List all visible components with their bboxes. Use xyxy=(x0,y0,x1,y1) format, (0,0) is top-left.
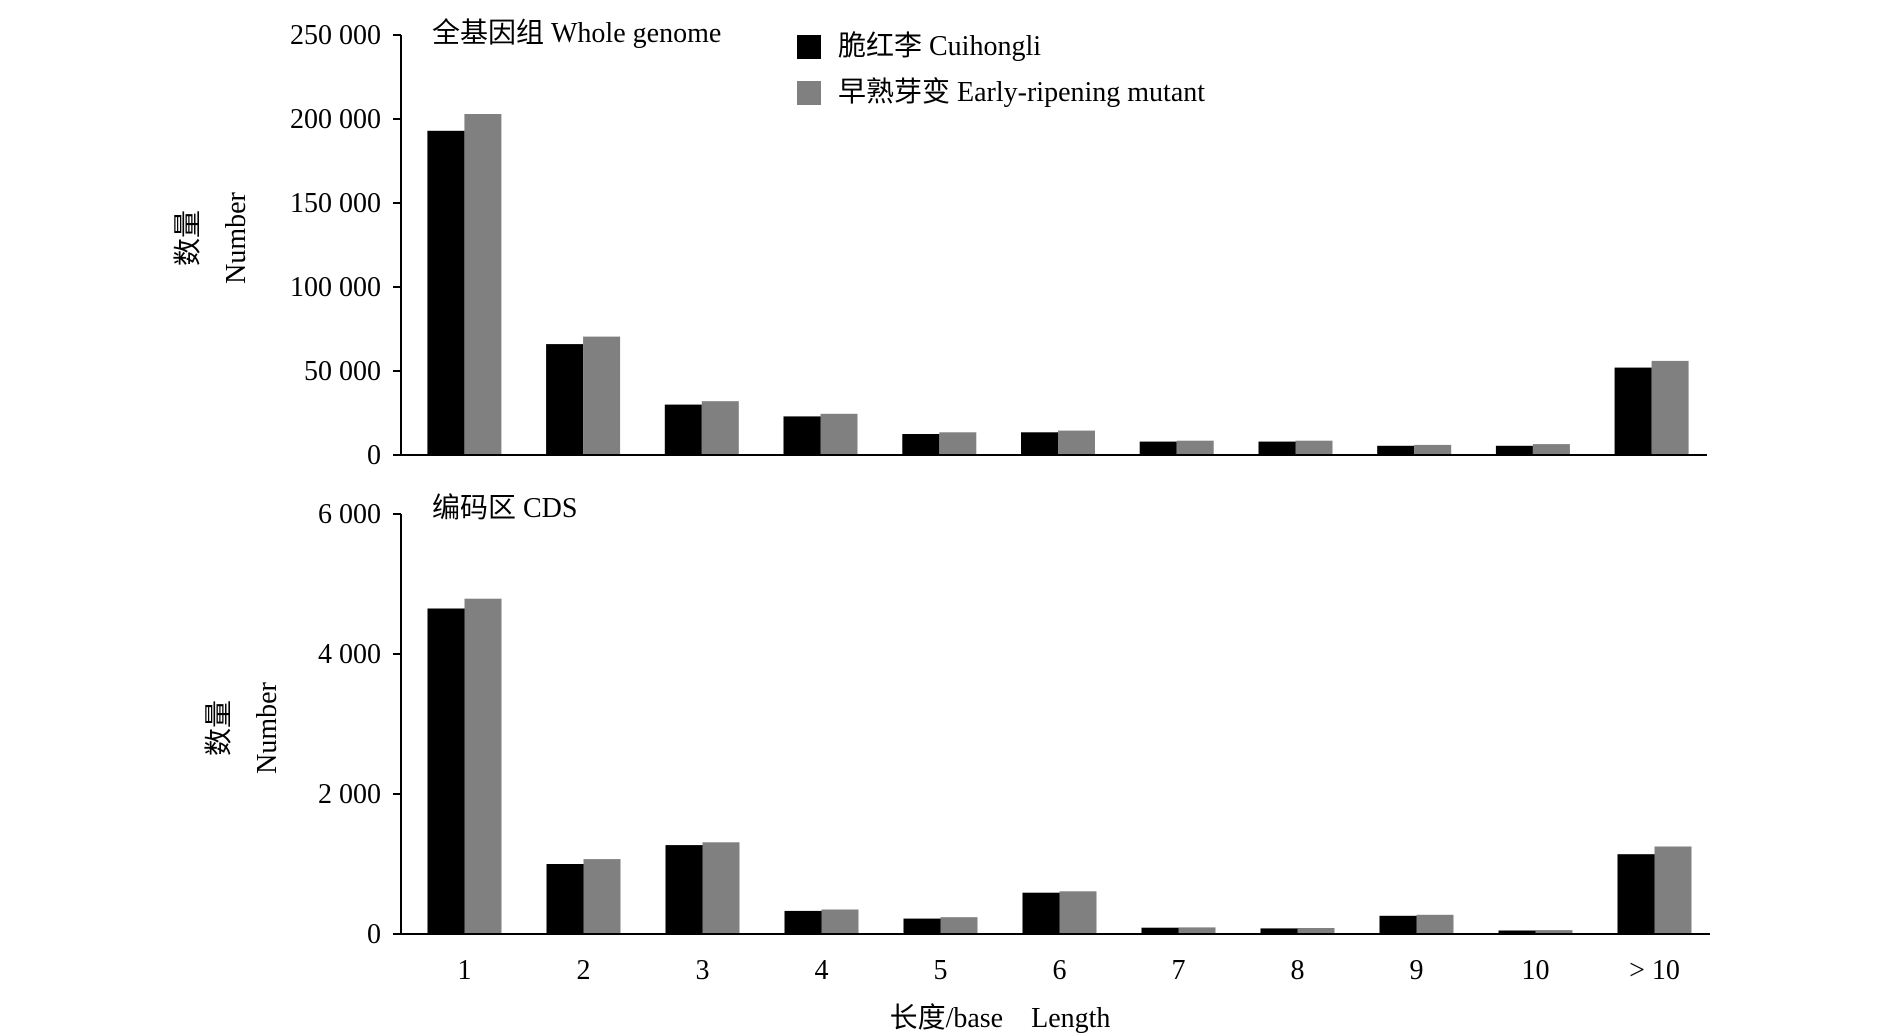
y-ticks-cds: 0 2 000 4 000 6 000 xyxy=(318,499,401,950)
bar-mutant-6 xyxy=(1178,927,1216,934)
bar-cuihongli-3 xyxy=(784,910,822,934)
x-tick-label: 3 xyxy=(696,955,710,986)
bar-mutant-1 xyxy=(583,336,621,455)
bar-mutant-0 xyxy=(464,598,502,934)
bar-mutant-9 xyxy=(1535,930,1573,934)
panel-title-cds: 编码区 CDS xyxy=(432,492,577,524)
bar-cuihongli-3 xyxy=(783,416,821,455)
bars-whole-genome xyxy=(427,114,1689,456)
bar-mutant-10 xyxy=(1654,846,1692,934)
legend-label-cuihongli: 脆红李 Cuihongli xyxy=(838,30,1041,62)
panel-cds: 0 2 000 4 000 6 000 1 2 3 4 5 6 7 8 9 10 > 10 编码区 CDS… xyxy=(203,492,1710,986)
y-tick-label: 0 xyxy=(367,919,381,950)
x-tick-label: 1 xyxy=(458,955,472,986)
legend-label-mutant: 早熟芽变 Early-ripening mutant xyxy=(838,76,1205,108)
x-tick-label: 5 xyxy=(934,955,948,986)
y-tick-label: 150 000 xyxy=(290,188,381,219)
bar-mutant-4 xyxy=(939,432,977,455)
bar-mutant-6 xyxy=(1176,440,1214,455)
y-ticks-whole-genome: 0 50 000 100 000 150 000 200 000 250 000 xyxy=(290,20,401,471)
y-tick-label: 50 000 xyxy=(304,356,381,387)
x-tick-label: 7 xyxy=(1172,955,1186,986)
bar-cuihongli-1 xyxy=(546,344,584,455)
legend-swatch-cuihongli xyxy=(797,35,821,59)
x-tick-label: > 10 xyxy=(1629,955,1680,986)
bar-mutant-5 xyxy=(1058,430,1095,455)
bar-cuihongli-7 xyxy=(1260,928,1298,934)
x-tick-label: 2 xyxy=(577,955,591,986)
x-axis-label: 长度/base Length xyxy=(890,1002,1111,1034)
bars-cds xyxy=(427,598,1692,935)
bar-cuihongli-1 xyxy=(546,864,584,934)
bar-mutant-9 xyxy=(1532,444,1570,455)
y-axis-label-cn: 数量 xyxy=(203,700,235,756)
bar-cuihongli-7 xyxy=(1258,441,1296,455)
x-tick-label: 9 xyxy=(1410,955,1424,986)
bar-mutant-2 xyxy=(701,401,739,455)
bar-mutant-8 xyxy=(1414,444,1452,455)
bar-mutant-7 xyxy=(1295,440,1333,455)
y-tick-label: 4 000 xyxy=(318,639,381,670)
bar-mutant-10 xyxy=(1651,360,1689,455)
y-axis-label-en: Number xyxy=(221,191,252,283)
bar-mutant-7 xyxy=(1297,928,1335,934)
bar-cuihongli-8 xyxy=(1379,915,1417,934)
panel-title-whole-genome: 全基因组 Whole genome xyxy=(432,17,721,49)
x-tick-label: 4 xyxy=(815,955,829,986)
legend-swatch-mutant xyxy=(797,81,821,105)
bar-cuihongli-9 xyxy=(1495,445,1533,455)
y-axis-label-cn: 数量 xyxy=(172,210,204,266)
bar-cuihongli-4 xyxy=(903,918,941,934)
y-tick-label: 0 xyxy=(367,440,381,471)
bar-cuihongli-10 xyxy=(1614,367,1652,455)
x-ticks-cds: 1 2 3 4 5 6 7 8 9 10 > 10 xyxy=(458,955,1680,986)
bar-mutant-8 xyxy=(1416,914,1454,935)
bar-cuihongli-2 xyxy=(665,845,703,934)
bar-mutant-0 xyxy=(464,114,502,455)
x-tick-label: 10 xyxy=(1522,955,1550,986)
y-tick-label: 250 000 xyxy=(290,20,381,51)
bar-mutant-4 xyxy=(940,917,978,934)
bar-cuihongli-6 xyxy=(1139,441,1177,455)
bar-cuihongli-4 xyxy=(902,434,940,455)
bar-mutant-1 xyxy=(583,859,621,934)
bar-cuihongli-6 xyxy=(1141,927,1179,934)
legend: 脆红李 Cuihongli 早熟芽变 Early-ripening mutant xyxy=(797,30,1205,108)
bar-cuihongli-8 xyxy=(1377,445,1415,455)
bar-cuihongli-10 xyxy=(1617,854,1655,934)
bar-cuihongli-5 xyxy=(1022,892,1060,934)
y-axis-label-en: Number xyxy=(252,681,283,773)
y-tick-label: 100 000 xyxy=(290,272,381,303)
bar-mutant-3 xyxy=(821,909,859,934)
x-tick-label: 6 xyxy=(1053,955,1067,986)
bar-cuihongli-5 xyxy=(1021,432,1058,455)
bar-cuihongli-9 xyxy=(1498,930,1536,934)
bar-mutant-2 xyxy=(702,842,740,934)
y-tick-label: 2 000 xyxy=(318,779,381,810)
bar-mutant-3 xyxy=(820,413,858,455)
y-tick-label: 6 000 xyxy=(318,499,381,530)
bar-mutant-5 xyxy=(1059,891,1097,934)
bar-cuihongli-2 xyxy=(664,404,702,455)
bar-cuihongli-0 xyxy=(427,130,465,456)
y-tick-label: 200 000 xyxy=(290,104,381,135)
bar-cuihongli-0 xyxy=(427,608,465,934)
x-tick-label: 8 xyxy=(1291,955,1305,986)
panel-whole-genome: 0 50 000 100 000 150 000 200 000 250 000 全基因组… xyxy=(172,17,1707,471)
